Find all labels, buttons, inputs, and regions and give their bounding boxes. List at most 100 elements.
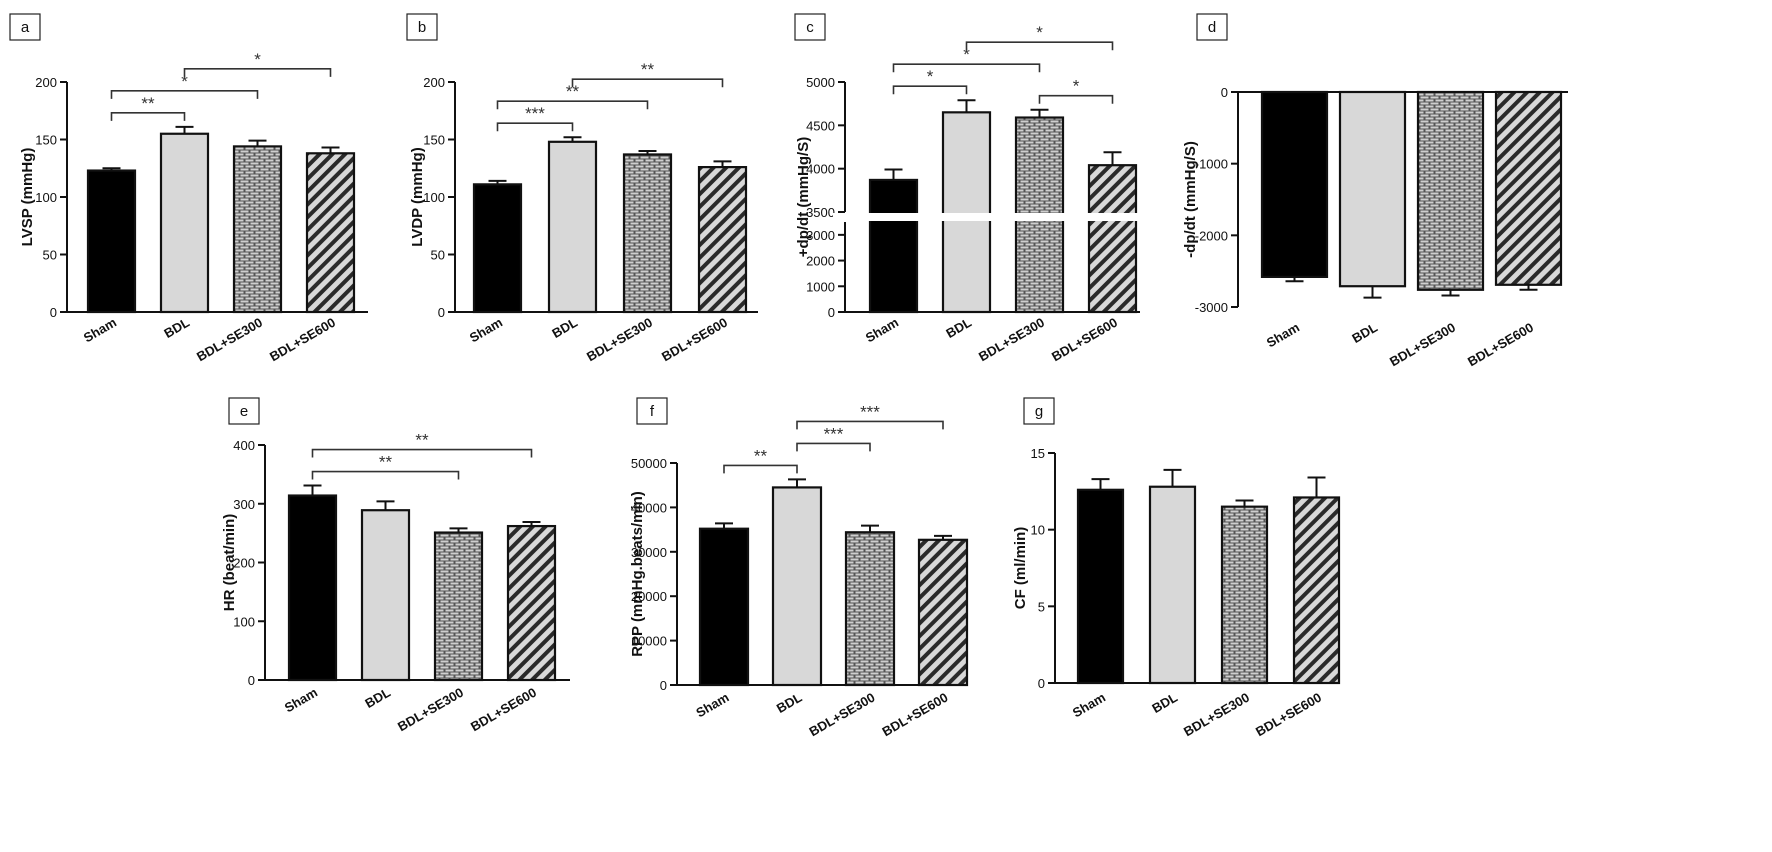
panel-label-box <box>1196 13 1228 41</box>
y-tick-label: 300 <box>233 497 255 512</box>
y-tick-label: 15 <box>1031 446 1045 461</box>
x-category-label: Sham <box>81 315 119 346</box>
y-tick-label: 0 <box>50 305 57 320</box>
significance-bracket <box>723 464 798 474</box>
significance-bracket <box>311 448 533 458</box>
significance-label: *** <box>525 104 545 123</box>
bar-bdl-se300 <box>622 153 673 314</box>
y-tick-label: 150 <box>35 133 57 148</box>
y-tick-label: 0 <box>1221 85 1228 100</box>
bar-bdl <box>1338 90 1407 288</box>
significance-bracket <box>496 122 574 132</box>
y-tick-label: 4500 <box>806 118 835 133</box>
x-category-label: BDL+SE300 <box>1387 320 1458 370</box>
significance-label: * <box>1073 77 1080 96</box>
bar-bdl-se600 <box>1292 496 1341 685</box>
y-tick-label: 50 <box>43 248 57 263</box>
bar-bdl-se600 <box>305 152 356 314</box>
y-axis-title: HR (beat/min) <box>221 514 238 612</box>
chart-panel-a: a 0 50 100 150 200 LVSP (mmHg) Sham BDL BDL+SE300… <box>9 13 368 365</box>
significance-label: * <box>254 50 261 69</box>
bar-bdl <box>1148 485 1197 685</box>
y-tick-label: 10 <box>1031 523 1045 538</box>
panel-label: d <box>1208 19 1216 36</box>
panel-label: f <box>650 403 655 420</box>
x-category-label: BDL+SE600 <box>659 315 730 365</box>
y-tick-label: 50000 <box>631 456 667 471</box>
significance-label: ** <box>641 60 655 79</box>
y-axis-title: RPP (mmHg.beats/min) <box>629 491 646 657</box>
bar-bdl-se300 <box>232 145 283 314</box>
panel-label-box <box>228 397 260 425</box>
significance-bracket <box>110 90 259 99</box>
significance-label: ** <box>415 431 429 450</box>
y-tick-label: 10000 <box>631 634 667 649</box>
y-tick-label: 0 <box>438 305 445 320</box>
y-tick-label: 200 <box>423 75 445 90</box>
y-tick-label: 0 <box>1038 676 1045 691</box>
y-tick-label: 100 <box>233 614 255 629</box>
significance-bracket <box>892 85 968 95</box>
bar-bdl-se600 <box>506 524 557 682</box>
bar-bdl <box>941 111 992 314</box>
significance-bracket <box>110 112 186 121</box>
significance-bracket <box>796 420 944 430</box>
axis-break-gap <box>833 213 1142 221</box>
bar-sham <box>1076 488 1125 685</box>
y-tick-label: 2000 <box>806 254 835 269</box>
panel-label: b <box>418 19 426 36</box>
y-tick-label: 3500 <box>806 205 835 220</box>
bar-bdl <box>547 140 598 314</box>
significance-label: ** <box>754 446 768 465</box>
y-tick-label: 30000 <box>631 545 667 560</box>
y-axis-title: LVSP (mmHg) <box>19 148 36 247</box>
chart-panel-b: b 0 50 100 150 200 LVDP (mmHg) Sham BDL BDL+SE300… <box>406 13 758 365</box>
y-tick-label: 0 <box>248 673 255 688</box>
x-category-label: BDL+SE300 <box>806 690 877 740</box>
significance-label: ** <box>566 82 580 101</box>
x-category-label: BDL+SE600 <box>879 690 950 740</box>
y-axis-title: LVDP (mmHg) <box>409 147 426 246</box>
panel-label: e <box>240 403 248 420</box>
significance-bracket <box>496 100 649 110</box>
x-category-label: Sham <box>1070 690 1108 721</box>
panel-label: c <box>806 19 814 36</box>
y-tick-label: 4000 <box>806 162 835 177</box>
y-axis-title: CF (ml/min) <box>1012 527 1029 610</box>
bar-bdl <box>360 509 411 682</box>
y-tick-label: 200 <box>35 75 57 90</box>
significance-label: * <box>181 72 188 91</box>
bar-sham <box>472 183 523 314</box>
x-category-label: BDL+SE300 <box>584 315 655 365</box>
significance-bracket <box>183 68 332 77</box>
y-axis-title: -dp/dt (mmHg/S) <box>1182 141 1199 258</box>
x-category-label: BDL+SE600 <box>1465 320 1536 370</box>
x-category-label: BDL+SE300 <box>194 315 265 365</box>
panel-label-box <box>794 13 826 41</box>
significance-label: * <box>1036 23 1043 42</box>
y-tick-label: -1000 <box>1195 157 1228 172</box>
y-axis-title: +dp/dt (mmHg/S) <box>795 137 812 257</box>
significance-label: *** <box>824 424 844 443</box>
panel-label: a <box>21 19 30 36</box>
significance-label: ** <box>379 453 393 472</box>
panel-label: g <box>1035 403 1043 420</box>
significance-bracket <box>796 442 871 452</box>
significance-bracket <box>571 78 724 88</box>
significance-label: * <box>963 45 970 64</box>
y-tick-label: 20000 <box>631 589 667 604</box>
bar-bdl-se600 <box>697 166 748 314</box>
bar-bdl-se600 <box>1087 164 1138 314</box>
significance-bracket <box>965 41 1114 51</box>
chart-panel-d: d -3000 -2000 -1000 0 -dp/dt (mmHg/S) Sham BDL B… <box>1182 13 1568 370</box>
x-category-label: BDL <box>943 315 974 341</box>
x-category-label: BDL <box>774 690 805 716</box>
x-category-label: BDL <box>161 315 192 341</box>
y-tick-label: 100 <box>423 190 445 205</box>
y-tick-label: -2000 <box>1195 228 1228 243</box>
significance-label: * <box>927 67 934 86</box>
y-tick-label: 100 <box>35 190 57 205</box>
panel-label-box <box>9 13 41 41</box>
bar-sham <box>868 178 919 314</box>
